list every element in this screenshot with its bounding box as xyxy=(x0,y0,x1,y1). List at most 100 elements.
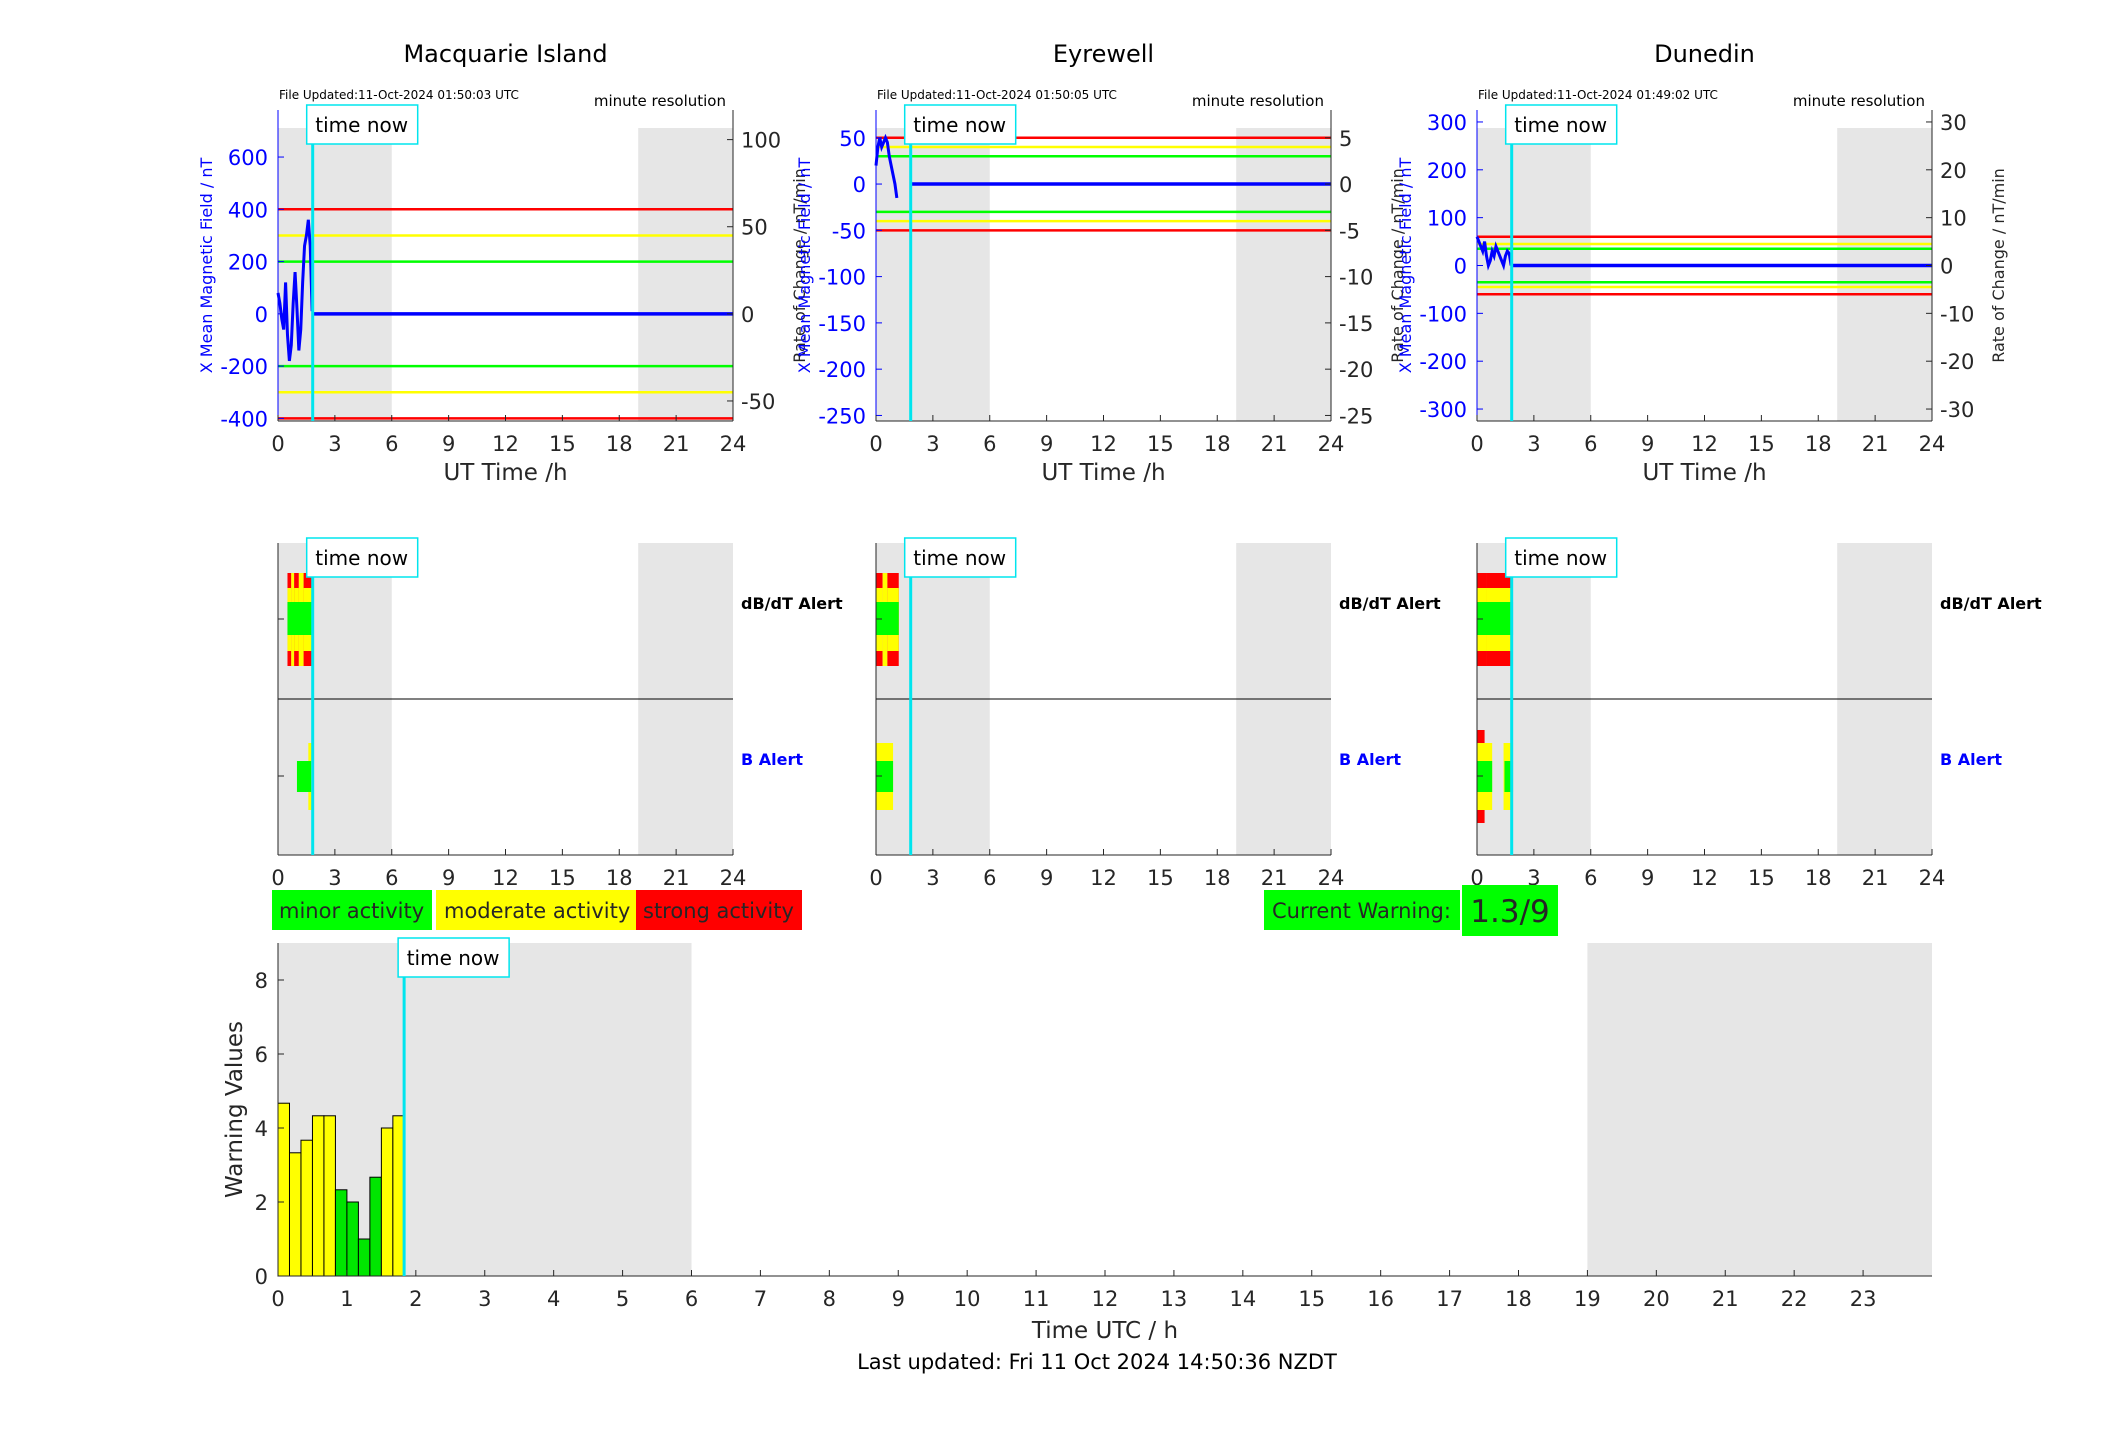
mid-0-xtick-label-5: 15 xyxy=(549,866,576,890)
bottom-xtick-label-13: 13 xyxy=(1161,1287,1188,1311)
mid-0-xtick-label-4: 12 xyxy=(492,866,519,890)
top-1-series-0 xyxy=(874,133,899,199)
bottom-shade-1 xyxy=(1587,943,1932,1276)
current-warning: Current Warning: 1.3/9 xyxy=(1264,885,1558,936)
top-2-time-now-box xyxy=(1504,104,1618,145)
top-2-xtick-label-3: 9 xyxy=(1641,432,1654,456)
top-2-xtick-label-7: 21 xyxy=(1862,432,1889,456)
mid-1-b-block-1 xyxy=(876,761,894,792)
bottom-xtick-label-9: 9 xyxy=(892,1287,905,1311)
bottom-xtick-label-8: 8 xyxy=(823,1287,836,1311)
top-2-title: Dunedin xyxy=(1654,40,1755,68)
bottom-xtick-label-7: 7 xyxy=(754,1287,767,1311)
legend-minor-swatch xyxy=(272,890,432,930)
mid-1-xtick-label-4: 12 xyxy=(1090,866,1117,890)
mid-2-b-block-4 xyxy=(1504,761,1514,792)
top-2-time-now-label: time now xyxy=(1514,113,1607,137)
bottom-ytick-label-2: 4 xyxy=(255,1117,268,1141)
top-1-ylabel-left: X Mean Magnetic Field / nT xyxy=(795,158,814,374)
top-2-xtick-label-2: 6 xyxy=(1584,432,1597,456)
mid-1-xtick-label-0: 0 xyxy=(869,866,882,890)
bottom-ytick-label-0: 0 xyxy=(255,1265,268,1289)
top-1-ytick-right-label-1: -20 xyxy=(1339,358,1373,382)
top-0-ylabel-left: X Mean Magnetic Field / nT xyxy=(197,158,216,374)
top-0-ytick-left-label-0: -400 xyxy=(220,407,268,431)
mid-0-xtick-label-6: 18 xyxy=(606,866,633,890)
top-1-ytick-right-label-2: -15 xyxy=(1339,312,1373,336)
top-0-xtick-label-4: 12 xyxy=(492,432,519,456)
top-0-ytick-left-label-2: 0 xyxy=(255,303,268,327)
bottom-xtick-label-16: 16 xyxy=(1367,1287,1394,1311)
top-1-ytick-left-label-2: -150 xyxy=(818,312,866,336)
last-updated: Last updated: Fri 11 Oct 2024 14:50:36 N… xyxy=(857,1350,1337,1374)
legend-moderate-label: moderate activity xyxy=(444,899,630,923)
top-0-xtick-label-0: 0 xyxy=(271,432,284,456)
top-2-ytick-right-label-5: 20 xyxy=(1940,159,1967,183)
top-1-xtick-label-5: 15 xyxy=(1147,432,1174,456)
top-2-xtick-label-5: 15 xyxy=(1748,432,1775,456)
activity-legend: minor activity moderate activity strong … xyxy=(272,890,802,930)
mid-0-xtick-label-0: 0 xyxy=(271,866,284,890)
top-1-xtick-label-6: 18 xyxy=(1204,432,1231,456)
mid-0-time-now-label: time now xyxy=(315,546,408,570)
bottom-xtick-label-12: 12 xyxy=(1092,1287,1119,1311)
mid-0-xtick-label-8: 24 xyxy=(720,866,747,890)
top-1-ytick-right-label-0: -25 xyxy=(1339,404,1373,428)
bottom-xtick-label-4: 4 xyxy=(547,1287,560,1311)
bottom-xtick-label-10: 10 xyxy=(954,1287,981,1311)
top-2-xtick-label-1: 3 xyxy=(1527,432,1540,456)
top-0-shade-1 xyxy=(638,128,733,421)
top-0-file-updated: File Updated:11-Oct-2024 01:50:03 UTC xyxy=(279,88,519,102)
mid-2-xtick-label-0: 0 xyxy=(1470,866,1483,890)
top-0-ytick-left-label-4: 400 xyxy=(228,198,268,222)
mid-1-row-label-b: B Alert xyxy=(1339,750,1401,769)
mid-2-time-now-box xyxy=(1504,537,1618,578)
bottom-xtick-label-5: 5 xyxy=(616,1287,629,1311)
top-1-ytick-right-label-6: 5 xyxy=(1339,127,1352,151)
top-2-series-0 xyxy=(1475,236,1513,271)
top-0-ytick-left-label-5: 600 xyxy=(228,146,268,170)
top-2-ytick-right-label-6: 30 xyxy=(1940,111,1967,135)
top-2-ytick-left-label-0: -300 xyxy=(1419,398,1467,422)
bottom-bar-6 xyxy=(346,1201,359,1277)
top-1-ytick-left-label-5: 0 xyxy=(853,173,866,197)
top-0-ytick-left-label-3: 200 xyxy=(228,251,268,275)
legend-strong-label: strong activity xyxy=(643,899,794,923)
mid-1-xtick-label-5: 15 xyxy=(1147,866,1174,890)
magnetometer-panel-0: Macquarie Island -400 -200 0 200 400 600 -50 0 50… xyxy=(197,40,809,486)
top-2-ytick-right-label-3: 0 xyxy=(1940,255,1953,279)
top-2-ytick-left-label-4: 100 xyxy=(1427,207,1467,231)
alert-panel-0: 0 3 6 9 12 15 18 21 24 dB/dT Alert B Alert time now xyxy=(271,537,843,890)
top-0-xtick-label-1: 3 xyxy=(328,432,341,456)
bottom-xtick-label-18: 18 xyxy=(1505,1287,1532,1311)
top-1-xtick-label-0: 0 xyxy=(869,432,882,456)
legend-moderate-swatch xyxy=(436,890,636,930)
top-1-resolution: minute resolution xyxy=(1192,92,1324,110)
magnetometer-panels: Macquarie Island-400-2000200400600-50050… xyxy=(197,40,2008,486)
top-1-ytick-left-label-1: -200 xyxy=(818,358,866,382)
top-2-xtick-label-0: 0 xyxy=(1470,432,1483,456)
mid-2-xtick-label-5: 15 xyxy=(1748,866,1775,890)
current-warning-value-box xyxy=(1462,885,1558,936)
top-1-ytick-right-label-4: -5 xyxy=(1339,219,1360,243)
mid-0-xtick-label-2: 6 xyxy=(385,866,398,890)
mid-0-xtick-label-1: 3 xyxy=(328,866,341,890)
top-0-ytick-right-label-0: -50 xyxy=(741,390,775,414)
magnetometer-panel-1: Eyrewell-250-200-150-100-50050-25-20-15-… xyxy=(795,40,1407,486)
bottom-time-now-label: time now xyxy=(407,946,500,970)
top-1-xtick-label-1: 3 xyxy=(926,432,939,456)
top-1-time-now-box xyxy=(903,104,1017,145)
mid-2-dbdt-inner-0 xyxy=(1477,602,1514,635)
mid-1-xtick-label-8: 24 xyxy=(1318,866,1345,890)
top-0-xtick-label-3: 9 xyxy=(442,432,455,456)
bottom-ytick-label-1: 2 xyxy=(255,1191,268,1215)
mid-2-xtick-label-3: 9 xyxy=(1641,866,1654,890)
top-0-shade-0 xyxy=(278,128,392,421)
legend-minor-label: minor activity xyxy=(279,899,424,923)
top-2-ylabel-left: X Mean Magnetic Field / nT xyxy=(1396,158,1415,374)
top-0-xtick-label-8: 24 xyxy=(720,432,747,456)
top-1-title: Eyrewell xyxy=(1053,40,1154,68)
bottom-xtick-label-2: 2 xyxy=(409,1287,422,1311)
bottom-bar-8 xyxy=(369,1176,382,1277)
mid-2-xtick-label-7: 21 xyxy=(1862,866,1889,890)
